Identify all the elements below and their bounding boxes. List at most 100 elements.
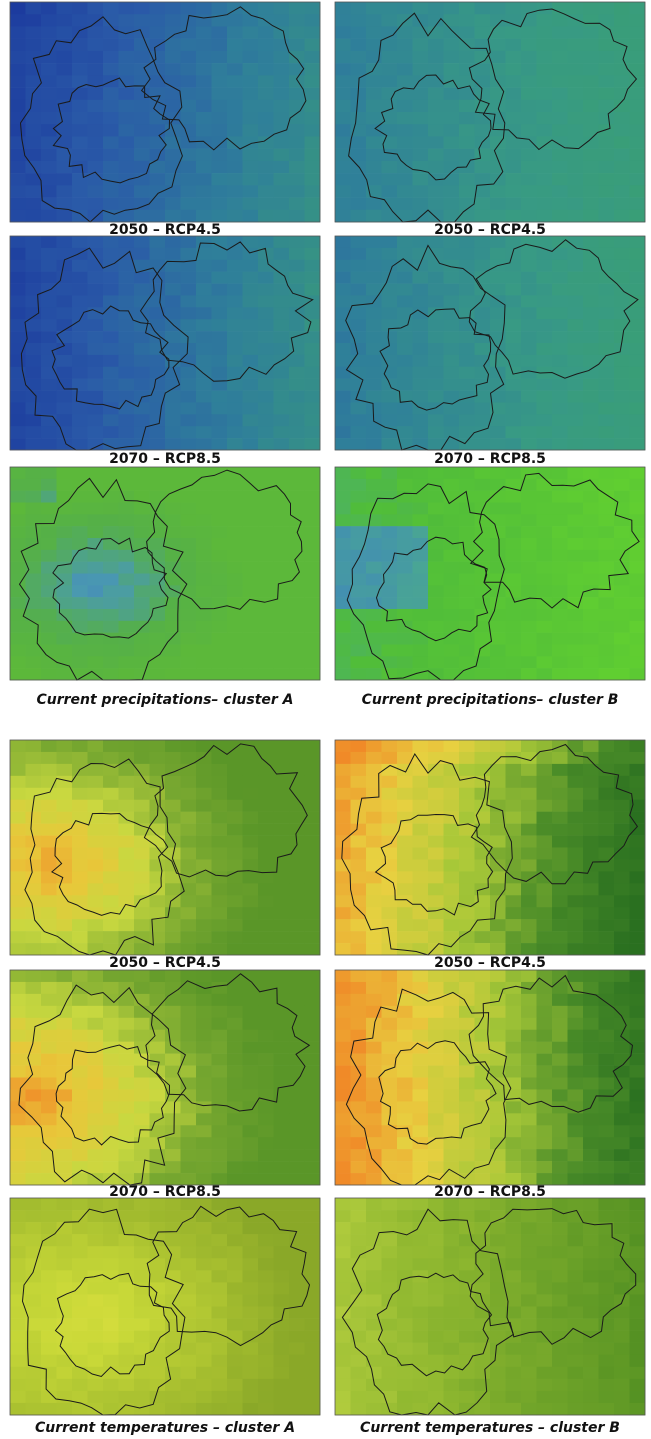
map-cell bbox=[41, 574, 57, 586]
map-cell bbox=[521, 51, 537, 64]
map-cell bbox=[103, 272, 119, 284]
map-cell bbox=[10, 1307, 26, 1319]
map-cell bbox=[506, 1054, 522, 1066]
map-cell bbox=[475, 1343, 491, 1355]
map-cell bbox=[72, 645, 88, 657]
map-cell bbox=[335, 1343, 351, 1355]
map-cell bbox=[366, 752, 382, 764]
map-cell bbox=[41, 970, 57, 982]
map-cell bbox=[397, 210, 413, 223]
map-cell bbox=[258, 859, 274, 871]
map-cell bbox=[599, 248, 615, 260]
map-cell bbox=[243, 491, 259, 503]
map-cell bbox=[72, 467, 88, 479]
map-cell bbox=[227, 1210, 243, 1222]
map-cell bbox=[599, 1246, 615, 1258]
map-cell bbox=[258, 1030, 274, 1042]
map-cell bbox=[57, 467, 73, 479]
map-cell bbox=[366, 1282, 382, 1294]
map-cell bbox=[630, 26, 646, 39]
map-cell bbox=[599, 824, 615, 836]
map-cell bbox=[196, 1137, 212, 1149]
map-cell bbox=[537, 136, 553, 149]
map-cell bbox=[134, 848, 150, 860]
map-cell bbox=[57, 1149, 73, 1161]
map-cell bbox=[212, 1379, 228, 1391]
map-cell bbox=[41, 307, 57, 319]
map-cell bbox=[72, 112, 88, 125]
map-cell bbox=[521, 198, 537, 211]
map-cell bbox=[88, 149, 104, 162]
map-cell bbox=[41, 656, 57, 668]
map-cell bbox=[181, 1042, 197, 1054]
map-cell bbox=[212, 173, 228, 186]
map-cell bbox=[305, 848, 321, 860]
map-cell bbox=[57, 919, 73, 931]
map-cell bbox=[10, 859, 26, 871]
map-cell bbox=[382, 1258, 398, 1270]
map-cell bbox=[413, 538, 429, 550]
map-cell bbox=[583, 185, 599, 198]
map-cell bbox=[351, 1294, 367, 1306]
map-cell bbox=[490, 931, 506, 943]
map-cell bbox=[335, 331, 351, 343]
map-cell bbox=[181, 491, 197, 503]
map-cell bbox=[444, 355, 460, 367]
map-cell bbox=[444, 124, 460, 137]
map-cell bbox=[57, 1403, 73, 1415]
map-cell bbox=[475, 645, 491, 657]
map-cell bbox=[26, 1258, 42, 1270]
map-cell bbox=[10, 645, 26, 657]
map-cell bbox=[258, 307, 274, 319]
map-cell bbox=[258, 1078, 274, 1090]
map-cell bbox=[568, 149, 584, 162]
map-cell bbox=[568, 295, 584, 307]
map-cell bbox=[351, 668, 367, 680]
map-cell bbox=[490, 1282, 506, 1294]
map-cell bbox=[305, 585, 321, 597]
map-cell bbox=[568, 1006, 584, 1018]
map-cell bbox=[583, 824, 599, 836]
map-cell bbox=[274, 1343, 290, 1355]
map-cell bbox=[413, 467, 429, 479]
map-cell bbox=[103, 414, 119, 426]
map-cell bbox=[335, 1173, 351, 1185]
map-cell bbox=[165, 414, 181, 426]
map-cell bbox=[10, 740, 26, 752]
map-cell bbox=[351, 438, 367, 450]
map-cell bbox=[10, 1173, 26, 1185]
map-cell bbox=[397, 848, 413, 860]
map-cell bbox=[181, 907, 197, 919]
map-cell bbox=[103, 740, 119, 752]
map-cell bbox=[552, 982, 568, 994]
map-cell bbox=[72, 1270, 88, 1282]
map-cell bbox=[119, 343, 135, 355]
map-cell bbox=[212, 931, 228, 943]
map-cell bbox=[568, 585, 584, 597]
map-cell bbox=[413, 236, 429, 248]
map-cell bbox=[382, 656, 398, 668]
map-cell bbox=[444, 210, 460, 223]
map-cell bbox=[119, 597, 135, 609]
map-cell bbox=[366, 307, 382, 319]
map-cell bbox=[475, 161, 491, 174]
map-cell bbox=[537, 859, 553, 871]
map-cell bbox=[568, 609, 584, 621]
map-cell bbox=[583, 236, 599, 248]
map-cell bbox=[521, 633, 537, 645]
map-cell bbox=[72, 185, 88, 198]
map-cell bbox=[227, 1042, 243, 1054]
map-cell bbox=[428, 391, 444, 403]
map-cell bbox=[119, 1234, 135, 1246]
map-cell bbox=[243, 14, 259, 27]
map-cell bbox=[10, 1355, 26, 1367]
map-cell bbox=[88, 621, 104, 633]
map-cell bbox=[351, 1319, 367, 1331]
map-cell bbox=[57, 514, 73, 526]
map-cell bbox=[459, 1089, 475, 1101]
map-cell bbox=[10, 1258, 26, 1270]
map-cell bbox=[10, 173, 26, 186]
map-cell bbox=[568, 538, 584, 550]
map-cell bbox=[26, 633, 42, 645]
map-cell bbox=[397, 538, 413, 550]
